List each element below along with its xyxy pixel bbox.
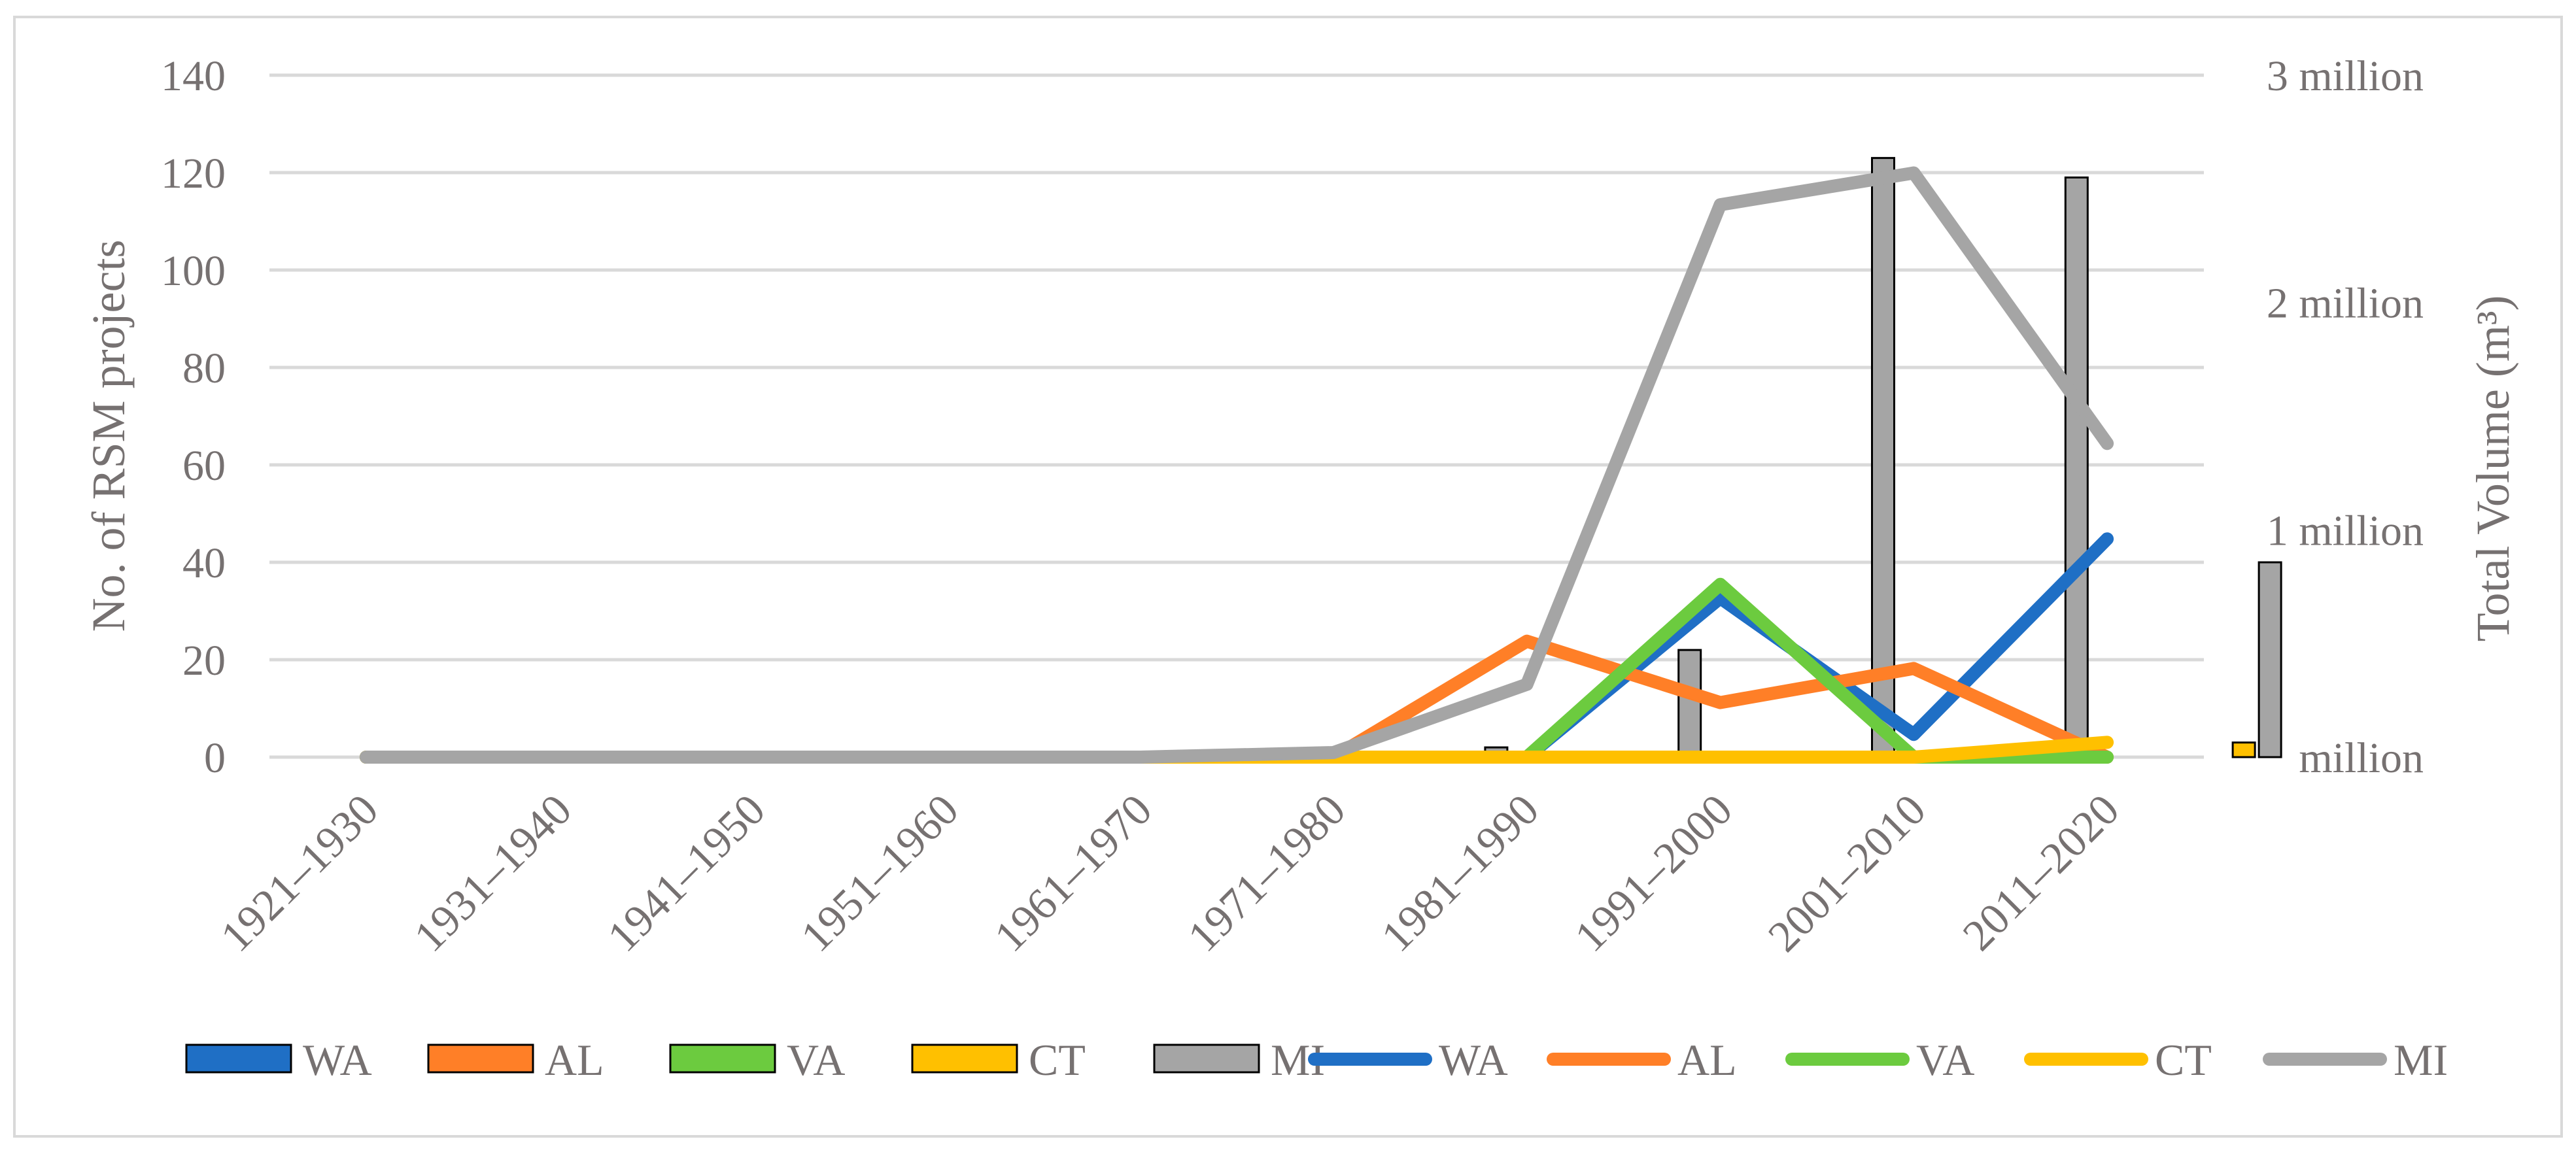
legend-label: VA bbox=[1916, 1035, 1974, 1085]
legend: WA AL VA CT MI WA AL VA CT MI bbox=[185, 1035, 2448, 1085]
legend-label: CT bbox=[1029, 1035, 1086, 1085]
legend-swatch-bar-ct bbox=[911, 1044, 1018, 1074]
legend-swatch-bar-mi bbox=[1153, 1044, 1260, 1074]
legend-swatch-bar-va bbox=[669, 1044, 776, 1074]
y-right-tick-label: 3 million bbox=[2267, 52, 2424, 100]
y-left-tick-label: 140 bbox=[161, 52, 226, 100]
legend-label: WA bbox=[303, 1035, 372, 1085]
y-left-tick-label: 40 bbox=[182, 539, 226, 587]
legend-label: MI bbox=[2394, 1035, 2448, 1085]
gridlines bbox=[269, 73, 2204, 759]
y-right-tick-label: million bbox=[2299, 734, 2424, 782]
y-right-axis-title: Total Volume (m³) bbox=[2467, 296, 2519, 642]
legend-label: WA bbox=[1439, 1035, 1508, 1085]
legend-label: CT bbox=[2155, 1035, 2212, 1085]
y-left-tick-label: 80 bbox=[182, 345, 226, 392]
line-mi bbox=[359, 166, 2114, 764]
legend-label: AL bbox=[545, 1035, 604, 1085]
y-left-tick-label: 100 bbox=[161, 247, 226, 295]
legend-swatch-bar-al bbox=[427, 1044, 534, 1074]
y-left-tick-label: 60 bbox=[182, 442, 226, 490]
line-series-layer bbox=[359, 166, 2114, 764]
y-left-tick-label: 20 bbox=[182, 637, 226, 685]
legend-swatch-bar-wa bbox=[185, 1044, 292, 1074]
y-left-axis-title: No. of RSM projects bbox=[82, 240, 135, 632]
chart-border bbox=[13, 16, 2563, 1138]
legend-label: AL bbox=[1677, 1035, 1737, 1085]
y-right-tick-label: 2 million bbox=[2267, 280, 2424, 328]
bar-mi bbox=[1871, 157, 1895, 758]
y-left-tick-label: 0 bbox=[204, 734, 226, 782]
y-left-tick-label: 120 bbox=[161, 150, 226, 197]
bar-ct bbox=[2231, 741, 2256, 758]
bar-mi bbox=[2064, 176, 2089, 758]
bar-mi bbox=[1677, 649, 1702, 758]
legend-label: VA bbox=[787, 1035, 845, 1085]
bar-mi bbox=[2258, 561, 2282, 758]
y-right-tick-label: 1 million bbox=[2267, 507, 2424, 554]
